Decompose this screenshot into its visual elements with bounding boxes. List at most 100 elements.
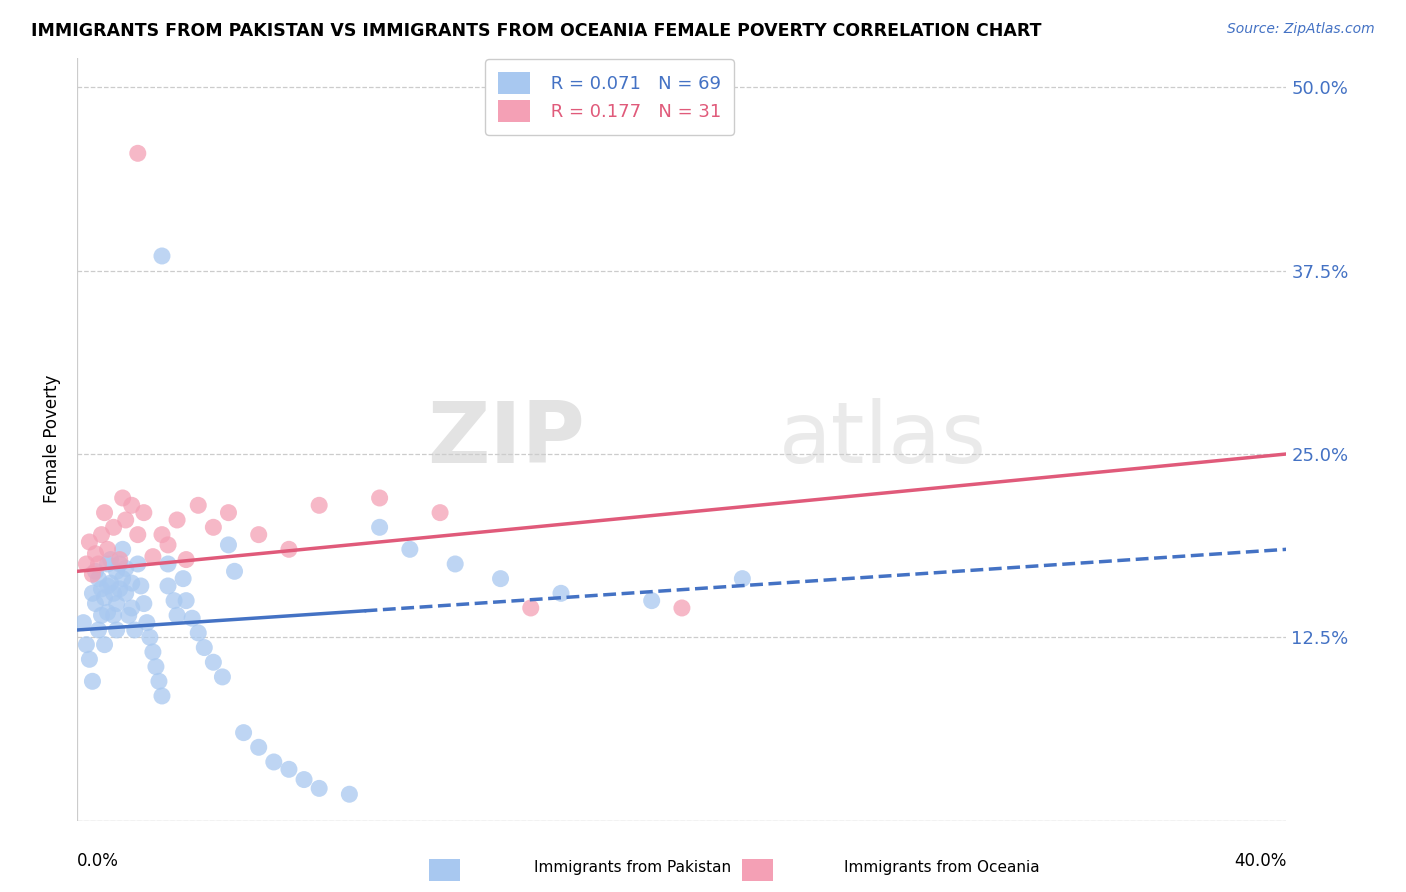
Point [157, 538, 180, 552]
Point [150, 689, 173, 703]
Point [84, 547, 107, 561]
Point [218, 506, 240, 520]
Point [278, 762, 301, 776]
Point [218, 538, 240, 552]
Point [82, 567, 104, 582]
Point [108, 582, 131, 596]
Point [103, 608, 125, 623]
Point [121, 601, 143, 615]
Y-axis label: Female Poverty: Female Poverty [44, 376, 62, 503]
Point [90, 608, 112, 623]
Point [127, 527, 149, 541]
Point [132, 506, 155, 520]
Point [135, 615, 157, 630]
Point [211, 670, 233, 684]
Point [142, 549, 165, 564]
Text: ZIP: ZIP [427, 398, 585, 481]
Point [489, 572, 512, 586]
Point [105, 597, 128, 611]
Point [108, 557, 131, 571]
Text: 40.0%: 40.0% [1234, 853, 1286, 871]
Point [368, 491, 391, 505]
Point [84, 597, 107, 611]
Point [100, 576, 122, 591]
Point [75, 557, 97, 571]
Point [118, 608, 141, 623]
Point [292, 772, 315, 787]
Point [166, 513, 188, 527]
Point [247, 527, 270, 541]
Text: Immigrants from Pakistan: Immigrants from Pakistan [534, 861, 731, 875]
Point [671, 601, 693, 615]
Point [100, 552, 122, 566]
Point [157, 579, 180, 593]
Text: IMMIGRANTS FROM PAKISTAN VS IMMIGRANTS FROM OCEANIA FEMALE POVERTY CORRELATION C: IMMIGRANTS FROM PAKISTAN VS IMMIGRANTS F… [31, 22, 1042, 40]
Point [79, 652, 101, 666]
Point [114, 513, 136, 527]
Point [96, 542, 118, 557]
Point [87, 623, 110, 637]
Point [181, 611, 204, 625]
Point [399, 542, 422, 557]
Point [145, 659, 167, 673]
Point [121, 576, 143, 591]
Point [263, 755, 285, 769]
Point [114, 586, 136, 600]
Point [111, 572, 134, 586]
Point [368, 520, 391, 534]
Point [111, 542, 134, 557]
Point [139, 630, 162, 644]
Point [202, 655, 225, 669]
Point [105, 623, 128, 637]
Point [82, 674, 104, 689]
Point [172, 572, 194, 586]
Point [187, 626, 209, 640]
Point [75, 638, 97, 652]
Point [103, 520, 125, 534]
Point [150, 249, 173, 263]
Point [79, 535, 101, 549]
Point [429, 506, 451, 520]
Point [187, 498, 209, 512]
Point [84, 564, 107, 578]
Point [114, 561, 136, 575]
Point [93, 591, 115, 605]
Point [96, 579, 118, 593]
Point [148, 674, 170, 689]
Point [641, 593, 664, 607]
Point [337, 787, 360, 801]
Point [444, 557, 467, 571]
Point [93, 638, 115, 652]
Point [157, 557, 180, 571]
Point [308, 498, 330, 512]
Point [174, 593, 197, 607]
Point [127, 146, 149, 161]
Point [111, 491, 134, 505]
Point [96, 606, 118, 620]
Point [129, 579, 152, 593]
Point [193, 640, 215, 655]
Point [87, 557, 110, 571]
Point [166, 608, 188, 623]
Legend:  R = 0.071   N = 69,  R = 0.177   N = 31: R = 0.071 N = 69, R = 0.177 N = 31 [485, 60, 734, 135]
Point [93, 506, 115, 520]
Point [278, 542, 301, 557]
Point [72, 615, 94, 630]
Point [308, 781, 330, 796]
Point [96, 557, 118, 571]
Point [90, 582, 112, 596]
Point [224, 564, 246, 578]
Text: atlas: atlas [779, 398, 987, 481]
Point [232, 725, 254, 739]
Point [142, 645, 165, 659]
Point [174, 552, 197, 566]
Text: Source: ZipAtlas.com: Source: ZipAtlas.com [1227, 22, 1375, 37]
Point [163, 593, 186, 607]
Text: 0.0%: 0.0% [77, 853, 120, 871]
Point [150, 527, 173, 541]
Point [127, 557, 149, 571]
Point [105, 564, 128, 578]
Point [520, 601, 543, 615]
Point [108, 552, 131, 566]
Point [87, 572, 110, 586]
